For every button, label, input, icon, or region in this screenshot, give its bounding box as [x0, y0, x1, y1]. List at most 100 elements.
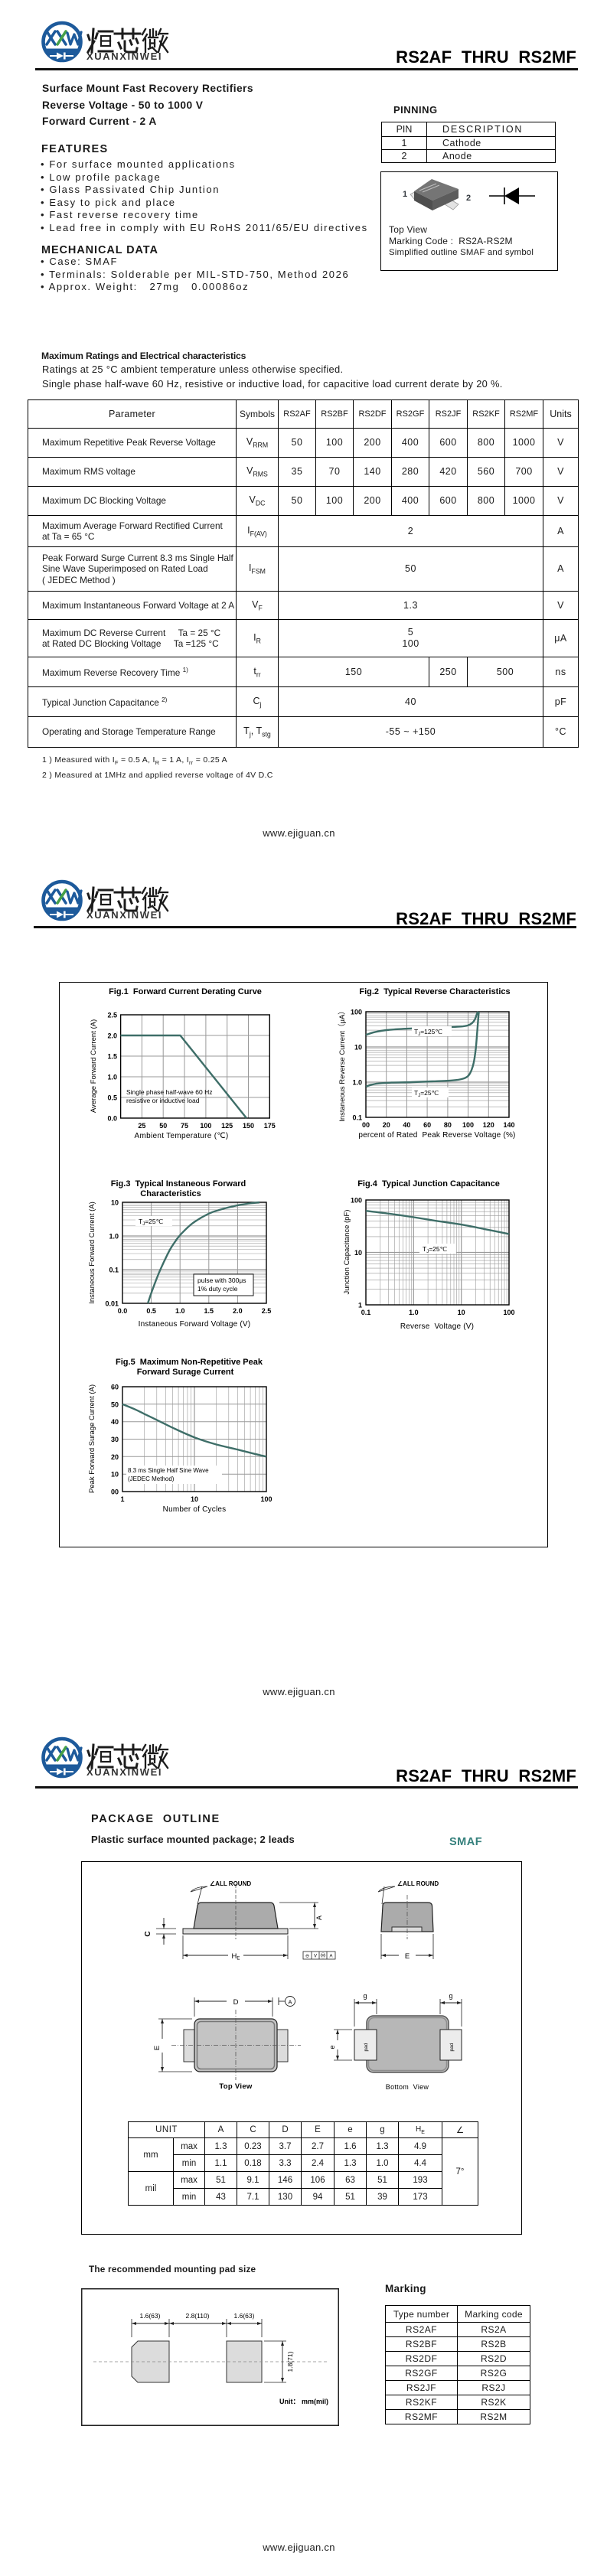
svg-text:1.0: 1.0 — [175, 1307, 185, 1315]
svg-text:Fig.1 Forward Current Deratin: Fig.1 Forward Current Derating Curve — [109, 987, 262, 996]
svg-text:Unit： mm(mil): Unit： mm(mil) — [279, 2398, 328, 2405]
svg-text:Reverse Voltage (V): Reverse Voltage (V) — [400, 1322, 474, 1331]
svg-text:e: e — [328, 2045, 336, 2049]
svg-text:A: A — [315, 1916, 323, 1920]
svg-text:1: 1 — [403, 190, 407, 199]
svg-text:1.6(63): 1.6(63) — [140, 2312, 161, 2320]
svg-text:Average Forward Current (A): Average Forward Current (A) — [90, 1019, 98, 1113]
svg-text:Peak Forward Surage Current (A: Peak Forward Surage Current (A) — [88, 1384, 96, 1493]
svg-text:20: 20 — [383, 1121, 390, 1129]
svg-text:10: 10 — [111, 1471, 119, 1479]
svg-text:Number of Cycles: Number of Cycles — [163, 1505, 227, 1514]
svg-text:A: A — [288, 1999, 292, 2006]
svg-text:Instaneous Forward Voltage (V): Instaneous Forward Voltage (V) — [139, 1320, 251, 1329]
svg-text:60: 60 — [111, 1384, 119, 1391]
svg-text:30: 30 — [111, 1436, 119, 1443]
svg-text:1.0: 1.0 — [107, 1074, 117, 1081]
svg-text:2.8(110): 2.8(110) — [185, 2312, 209, 2320]
svg-text:120: 120 — [483, 1121, 494, 1129]
svg-text:C: C — [144, 1931, 152, 1936]
svg-text:∠ALL ROUND: ∠ALL ROUND — [397, 1880, 439, 1887]
svg-text:20: 20 — [111, 1453, 119, 1461]
svg-text:0.0: 0.0 — [107, 1115, 117, 1123]
svg-text:1% duty cycle: 1% duty cycle — [197, 1285, 238, 1293]
svg-text:100: 100 — [351, 1009, 362, 1016]
svg-text:175: 175 — [264, 1122, 276, 1130]
svg-text:pulse with 300μs: pulse with 300μs — [197, 1277, 246, 1284]
svg-text:Bottom View: Bottom View — [386, 2083, 429, 2091]
svg-text:2.5: 2.5 — [107, 1012, 117, 1019]
svg-text:1.6(63): 1.6(63) — [234, 2312, 255, 2320]
svg-text:100: 100 — [462, 1121, 474, 1129]
svg-text:1: 1 — [120, 1495, 124, 1503]
svg-text:TJ=125℃: TJ=125℃ — [414, 1028, 442, 1037]
svg-text:Top View: Top View — [219, 2082, 253, 2091]
svg-text:10: 10 — [111, 1199, 119, 1207]
svg-text:125: 125 — [221, 1122, 233, 1130]
svg-text:Characteristics: Characteristics — [140, 1189, 201, 1198]
svg-text:1.5: 1.5 — [107, 1053, 117, 1061]
svg-text:Ambient Temperature (℃): Ambient Temperature (℃) — [135, 1132, 229, 1140]
svg-text:2.5: 2.5 — [262, 1307, 272, 1315]
svg-text:100: 100 — [351, 1197, 362, 1205]
svg-text:pad: pad — [364, 2043, 369, 2051]
svg-text:0.1: 0.1 — [352, 1114, 362, 1122]
svg-text:8.3 ms Single Half Sine Wave: 8.3 ms Single Half Sine Wave — [128, 1467, 209, 1474]
svg-text:Instaneous Reverse Current（μA）: Instaneous Reverse Current（μA） — [338, 1007, 347, 1122]
svg-text:50: 50 — [111, 1400, 119, 1408]
svg-text:1.0: 1.0 — [109, 1233, 119, 1241]
svg-text:1.5: 1.5 — [204, 1307, 214, 1315]
svg-text:0.01: 0.01 — [105, 1300, 119, 1308]
svg-text:40: 40 — [111, 1418, 119, 1426]
svg-text:resistive or inductive load: resistive or inductive load — [126, 1097, 200, 1104]
svg-text:10: 10 — [191, 1495, 198, 1503]
svg-text:2.0: 2.0 — [233, 1307, 243, 1315]
svg-text:E: E — [153, 2046, 162, 2050]
svg-text:1.8(71): 1.8(71) — [286, 2351, 294, 2372]
svg-text:TJ=25℃: TJ=25℃ — [139, 1218, 164, 1227]
svg-text:(JEDEC Method): (JEDEC Method) — [128, 1475, 175, 1482]
svg-text:percent of Rated Peak Reverse: percent of Rated Peak Reverse Voltage (%… — [358, 1131, 515, 1140]
svg-text:Junction Capacitance (pF): Junction Capacitance (pF) — [343, 1210, 351, 1295]
svg-text:80: 80 — [444, 1121, 452, 1129]
svg-text:g: g — [449, 1992, 452, 2000]
svg-text:2.0: 2.0 — [107, 1032, 117, 1040]
svg-text:⊖: ⊖ — [305, 1955, 309, 1959]
svg-text:50: 50 — [159, 1122, 167, 1130]
svg-text:D: D — [233, 1998, 239, 2007]
svg-text:Single phase half-wave 60 Hz: Single phase half-wave 60 Hz — [126, 1088, 212, 1096]
svg-text:Fig.5 Maximum Non-Repetitive: Fig.5 Maximum Non-Repetitive Peak — [116, 1358, 263, 1367]
svg-text:1: 1 — [358, 1302, 362, 1309]
svg-text:2: 2 — [466, 194, 471, 203]
svg-text:75: 75 — [181, 1122, 188, 1130]
svg-text:0.5: 0.5 — [146, 1307, 156, 1315]
svg-text:100: 100 — [260, 1495, 272, 1503]
svg-text:Fig.4 Typical Junction Capaci: Fig.4 Typical Junction Capacitance — [357, 1179, 500, 1189]
svg-text:Forward Surage Current: Forward Surage Current — [137, 1368, 234, 1377]
svg-text:TJ=25℃: TJ=25℃ — [414, 1089, 439, 1098]
svg-text:150: 150 — [243, 1122, 254, 1130]
svg-text:0.0: 0.0 — [118, 1307, 128, 1315]
svg-text:25: 25 — [138, 1122, 145, 1130]
svg-text:V: V — [314, 1955, 317, 1959]
svg-text:TJ=25℃: TJ=25℃ — [423, 1245, 448, 1254]
svg-text:Instaneous Forward Current (A): Instaneous Forward Current (A) — [88, 1202, 96, 1304]
svg-text:10: 10 — [458, 1309, 465, 1316]
svg-text:40: 40 — [403, 1121, 410, 1129]
svg-text:140: 140 — [503, 1121, 514, 1129]
svg-text:1.0: 1.0 — [352, 1079, 362, 1087]
svg-text:0.1: 0.1 — [361, 1309, 371, 1316]
svg-text:Fig.2 Typical Reverse Charact: Fig.2 Typical Reverse Characteristics — [359, 987, 510, 996]
svg-text:00: 00 — [362, 1121, 370, 1129]
svg-text:100: 100 — [503, 1309, 514, 1316]
svg-text:g: g — [363, 1992, 367, 2000]
svg-text:0.1: 0.1 — [109, 1267, 119, 1274]
svg-text:E: E — [405, 1952, 410, 1961]
svg-text:100: 100 — [200, 1122, 211, 1130]
svg-text:Ⓜ: Ⓜ — [321, 1953, 326, 1959]
svg-text:00: 00 — [111, 1489, 119, 1496]
svg-text:∠ALL ROUND: ∠ALL ROUND — [210, 1880, 251, 1887]
svg-text:60: 60 — [423, 1121, 431, 1129]
svg-text:Fig.3 Typical Instaneous Forw: Fig.3 Typical Instaneous Forward — [111, 1179, 246, 1189]
svg-text:1.0: 1.0 — [409, 1309, 419, 1316]
